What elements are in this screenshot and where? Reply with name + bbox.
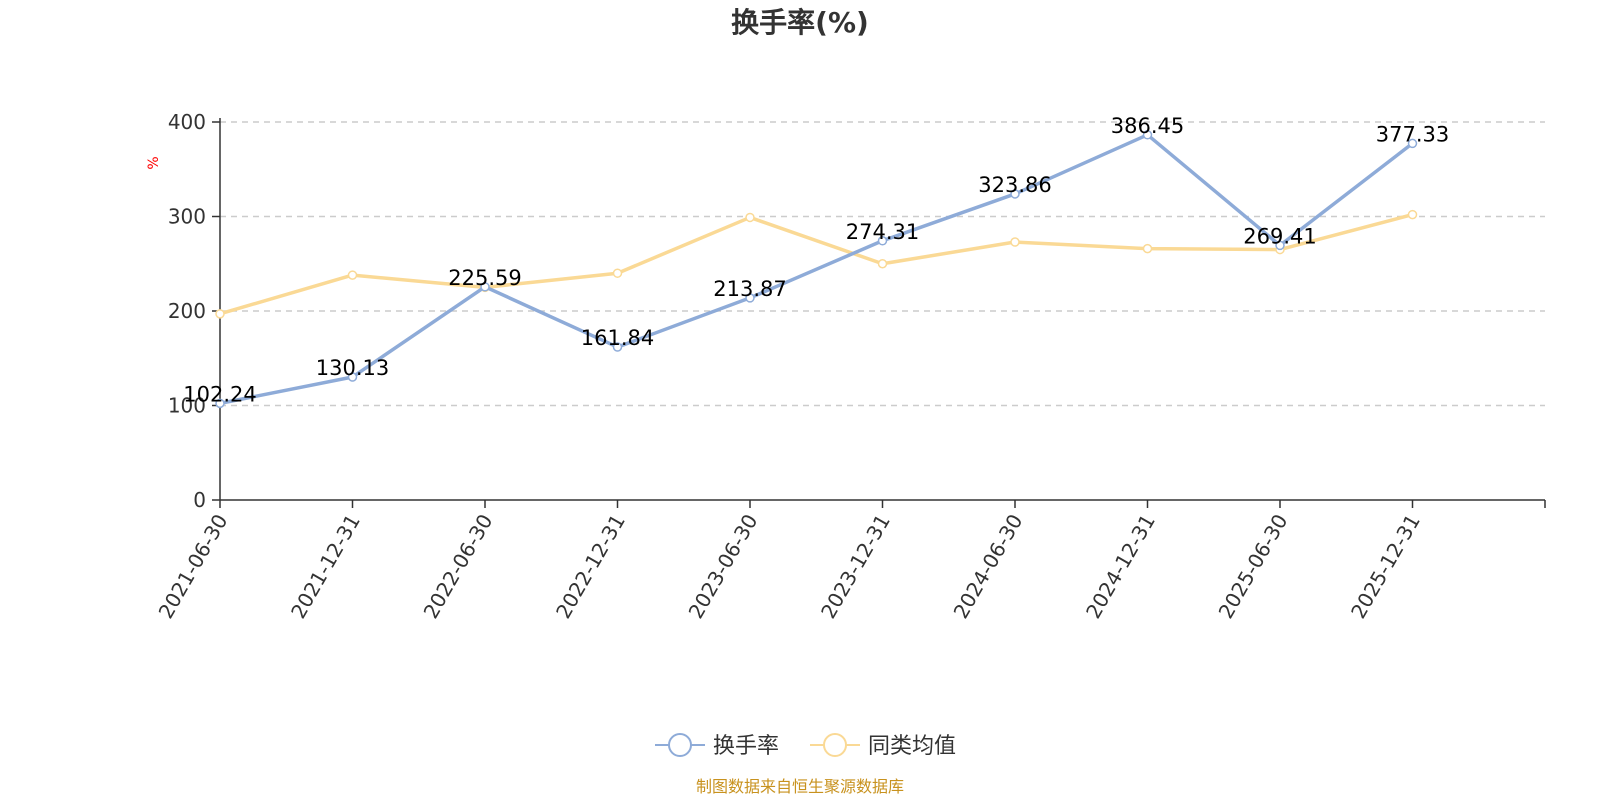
y-tick-label: 200 [168,299,206,323]
data-point [215,309,225,319]
x-tick-label: 2021-06-30 [153,510,232,623]
data-point [347,270,358,280]
data-point [215,398,225,409]
data-label: 386.45 [1111,114,1184,138]
data-labels: 102.24 130.13 225.59 161.84 213.87 274.31 323.… [183,114,1449,407]
data-point [1407,209,1418,220]
data-point [612,268,623,278]
x-tick-label: 2025-06-30 [1213,510,1292,623]
data-point [745,293,755,303]
data-label: 130.13 [316,356,389,380]
series-lines [215,130,1418,409]
legend[interactable]: 换手率 同类均值 [655,733,956,759]
data-point [1407,138,1418,149]
data-label: 225.59 [448,266,521,290]
data-label: 102.24 [183,382,256,406]
x-tick-label: 2022-06-30 [418,510,497,623]
data-label: 269.41 [1243,224,1316,248]
series-line [219,212,1413,316]
y-tick-label: 400 [168,110,206,134]
legend-marker-icon [823,733,847,757]
x-tick-label: 2024-06-30 [948,510,1027,623]
data-point [1010,189,1020,199]
data-point [1142,243,1153,254]
y-tick-label: 300 [168,205,206,229]
legend-item[interactable]: 同类均值 [810,733,956,759]
x-tick-label: 2022-12-31 [551,510,630,623]
data-point [612,342,623,352]
x-tick-label: 2023-12-31 [816,510,895,623]
grid-lines [220,121,1545,407]
data-label: 274.31 [846,220,919,244]
data-label: 213.87 [713,277,786,301]
y-tick-label: 0 [193,488,206,512]
chart-title: 换手率(%) [731,6,869,39]
x-tick-label: 2023-06-30 [683,510,762,623]
x-tick-label: 2024-12-31 [1081,510,1160,623]
legend-marker-icon [668,733,692,757]
data-point [745,212,755,223]
data-point [1142,130,1153,140]
y-tick-label: 100 [168,394,206,418]
x-tick-label: 2021-12-31 [286,510,365,623]
data-label: 323.86 [978,173,1051,197]
data-point [877,236,888,246]
source-note: 制图数据来自恒生聚源数据库 [696,777,904,796]
data-label: 161.84 [581,326,654,350]
legend-item[interactable]: 换手率 [655,733,779,759]
data-label: 377.33 [1376,122,1449,146]
legend-label: 换手率 [713,734,779,759]
legend-label: 同类均值 [868,734,956,759]
data-point [480,282,490,292]
data-point [347,372,358,382]
y-axis-unit: % [146,156,162,169]
data-point [1275,240,1285,251]
series-line [219,133,1414,406]
data-point [1010,237,1020,247]
x-tick-label: 2025-12-31 [1346,510,1425,623]
data-point [877,259,888,269]
